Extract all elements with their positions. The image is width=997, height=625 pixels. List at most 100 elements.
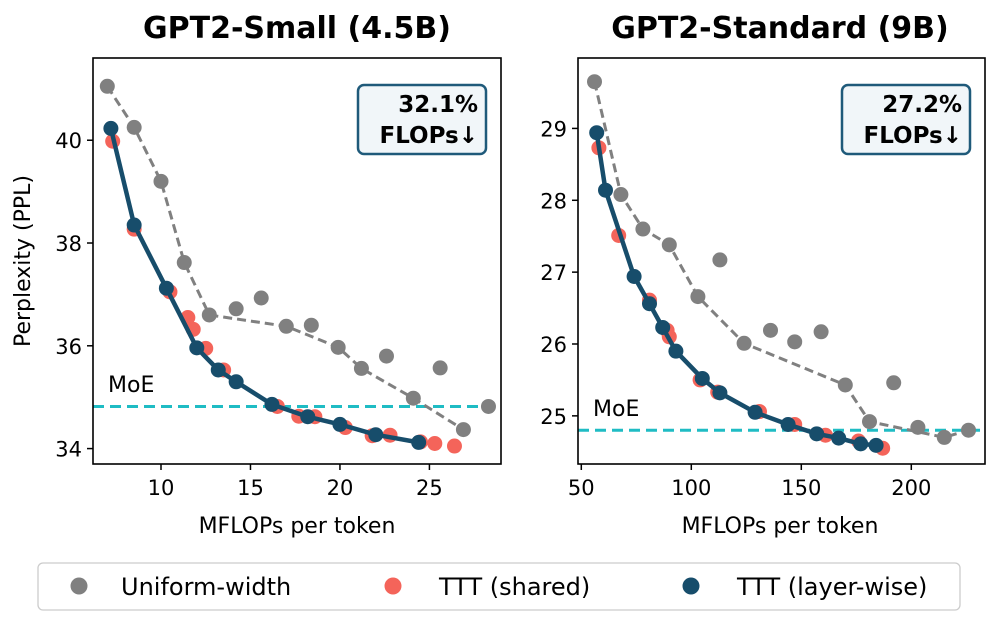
- y-tick-label: 26: [540, 333, 567, 357]
- chart-title: GPT2-Small (4.5B): [143, 11, 451, 46]
- uniform-point: [690, 289, 706, 305]
- y-tick-label: 25: [540, 405, 567, 429]
- plot-frame: [92, 57, 502, 465]
- layerwise-point: [332, 416, 348, 432]
- y-tick-label: 27: [540, 261, 567, 285]
- layerwise-series: [103, 120, 427, 450]
- legend: Uniform-width TTT (shared) TTT (layer-wi…: [37, 562, 961, 611]
- badge-percent: 27.2%: [882, 92, 962, 118]
- uniform-point: [405, 390, 421, 406]
- uniform-point: [378, 348, 394, 364]
- legend-marker-uniform: [70, 577, 88, 595]
- uniform-point: [635, 221, 651, 237]
- x-tick-label: 200: [891, 476, 931, 500]
- uniform-point: [126, 119, 142, 135]
- y-tick-label: 29: [540, 117, 567, 141]
- uniform-point: [303, 317, 319, 333]
- layerwise-point: [747, 404, 763, 420]
- uniform-point: [936, 429, 952, 445]
- flops-badge: [840, 83, 972, 156]
- uniform-point: [330, 339, 346, 355]
- layerwise-point: [626, 268, 642, 284]
- uniform-point: [862, 414, 877, 430]
- uniform-point: [99, 78, 115, 94]
- shared-point: [427, 435, 443, 451]
- x-tick-label: 50: [568, 476, 595, 500]
- layerwise-point: [712, 385, 728, 401]
- x-tick-label: 20: [327, 476, 354, 500]
- layerwise-point: [831, 430, 847, 446]
- layerwise-point: [264, 396, 280, 412]
- y-axis-ticks: 34 36 38 40: [55, 129, 93, 462]
- uniform-point: [455, 422, 471, 438]
- layerwise-point: [158, 280, 174, 296]
- uniform-point: [253, 290, 269, 306]
- uniform-point: [661, 237, 677, 253]
- layerwise-point: [210, 362, 226, 378]
- layerwise-point: [103, 120, 119, 136]
- flops-badge: [356, 83, 488, 156]
- uniform-point: [763, 322, 778, 338]
- layerwise-point: [655, 319, 671, 335]
- layerwise-point: [300, 409, 316, 425]
- uniform-point: [712, 252, 728, 268]
- legend-marker-layerwise: [682, 577, 700, 595]
- legend-frame: [37, 562, 961, 611]
- x-tick-label: 150: [781, 476, 821, 500]
- y-tick-label: 28: [540, 189, 567, 213]
- y-axis-label: Perplexity (PPL): [11, 175, 36, 347]
- uniform-point: [278, 318, 294, 334]
- x-tick-label: 25: [416, 476, 443, 500]
- layerwise-point: [809, 426, 825, 442]
- x-axis-ticks: 10 15 20 25: [148, 464, 443, 500]
- layerwise-point: [368, 427, 384, 443]
- x-tick-label: 15: [237, 476, 264, 500]
- uniform-point: [201, 307, 217, 323]
- moe-label: MoE: [108, 373, 154, 398]
- uniform-point: [787, 334, 803, 350]
- uniform-series: [99, 78, 496, 438]
- plot-area: [93, 78, 501, 454]
- x-axis-ticks: 50 100 150 200: [568, 464, 931, 500]
- uniform-point: [587, 74, 602, 90]
- uniform-series: [587, 74, 976, 445]
- layerwise-point: [780, 416, 796, 432]
- plot-frame: [577, 57, 986, 465]
- moe-label: MoE: [593, 397, 639, 422]
- y-tick-label: 36: [55, 335, 82, 359]
- legend-label-uniform: Uniform-width: [121, 573, 291, 601]
- uniform-point: [837, 377, 853, 393]
- x-axis-label: MFLOPs per token: [199, 514, 396, 539]
- uniform-point: [613, 187, 629, 203]
- shared-point: [446, 438, 462, 454]
- uniform-point: [353, 360, 369, 376]
- badge-percent: 32.1%: [398, 92, 478, 118]
- layerwise-series: [589, 125, 884, 453]
- uniform-point: [480, 398, 496, 414]
- layerwise-point: [642, 296, 657, 312]
- y-axis-ticks: 25 26 27 28 29: [540, 117, 578, 429]
- layerwise-point: [126, 217, 142, 233]
- badge-flops: FLOPs↓: [379, 123, 478, 149]
- layerwise-point: [589, 125, 605, 141]
- uniform-point: [813, 324, 829, 340]
- x-axis-label: MFLOPs per token: [682, 514, 879, 539]
- uniform-point: [228, 301, 244, 317]
- uniform-point: [176, 255, 192, 271]
- badge-flops: FLOPs↓: [863, 123, 962, 149]
- y-tick-label: 38: [55, 232, 82, 256]
- uniform-point: [886, 375, 902, 391]
- layerwise-point: [228, 374, 244, 390]
- layerwise-point: [853, 436, 869, 452]
- x-tick-label: 10: [148, 476, 175, 500]
- layerwise-point: [694, 370, 710, 386]
- x-tick-label: 100: [671, 476, 711, 500]
- layerwise-point: [868, 437, 884, 453]
- legend-marker-shared: [384, 577, 402, 595]
- uniform-point: [910, 419, 926, 435]
- legend-label-shared: TTT (shared): [438, 573, 590, 601]
- chart-title: GPT2-Standard (9B): [611, 11, 949, 46]
- uniform-point: [736, 335, 752, 351]
